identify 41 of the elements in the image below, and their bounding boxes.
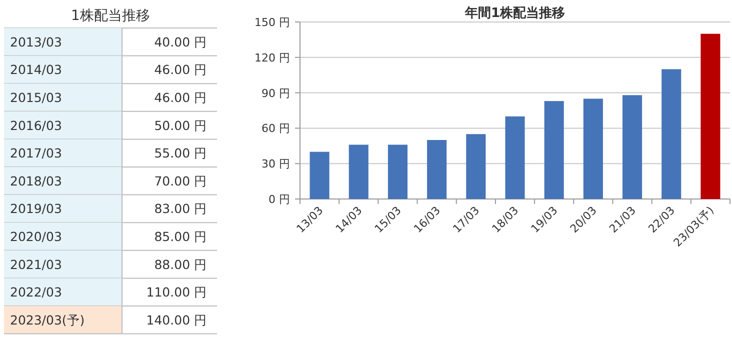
data-label: 110.00 円 — [146, 284, 207, 300]
y-tick-label: 150 円 — [254, 16, 290, 29]
data-label: 70.00 円 — [154, 173, 207, 188]
data-label: 55.00 円 — [154, 146, 207, 161]
text: 1株配当推移 — [71, 8, 150, 24]
category-label: 2013/03 — [10, 34, 62, 50]
category-label: 2020/03 — [10, 229, 62, 244]
data-label: 85.00 円 — [154, 229, 207, 244]
category-label: 2021/03 — [10, 256, 62, 272]
bar — [544, 101, 564, 199]
data-label: 140.00 円 — [146, 312, 207, 328]
bar — [583, 98, 603, 199]
category-label: 2023/03(予) — [10, 312, 85, 328]
category-label: 2017/03 — [10, 146, 62, 161]
y-tick-label: 90 円 — [262, 86, 290, 100]
bar — [662, 69, 682, 199]
category-label: 2015/03 — [10, 90, 62, 105]
chart-title: 年間1株配当推移 — [464, 6, 566, 21]
data-label: 46.00 円 — [154, 62, 207, 78]
data-label: 83.00 円 — [154, 201, 207, 216]
data-label: 50.00 円 — [154, 118, 207, 133]
bar — [700, 34, 720, 199]
y-tick-label: 0 円 — [268, 193, 290, 206]
bar — [388, 144, 408, 199]
data-label: 40.00 円 — [154, 34, 207, 50]
category-label: 2022/03 — [10, 284, 62, 300]
data-label: 46.00 円 — [154, 90, 207, 105]
bar — [348, 144, 368, 199]
category-label: 2014/03 — [10, 62, 62, 78]
category-label: 2019/03 — [10, 201, 62, 216]
data-label: 88.00 円 — [154, 256, 207, 272]
y-tick-label: 30 円 — [262, 158, 290, 171]
bar — [427, 140, 447, 199]
y-tick-label: 120 円 — [254, 51, 290, 64]
y-tick-label: 60 円 — [262, 122, 290, 136]
bar — [466, 134, 486, 199]
bar — [505, 116, 525, 199]
bar — [622, 95, 642, 199]
category-label: 2018/03 — [10, 173, 62, 188]
category-label: 2016/03 — [10, 118, 62, 133]
bar — [310, 152, 330, 199]
